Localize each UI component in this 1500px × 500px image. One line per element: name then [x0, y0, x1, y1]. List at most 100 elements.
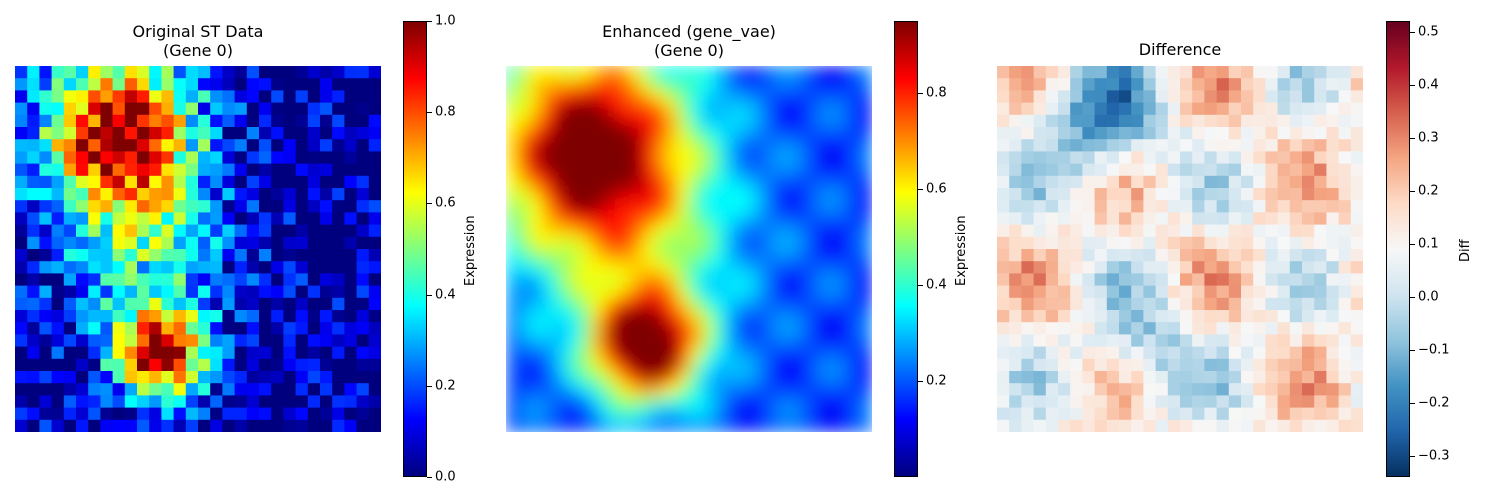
difference-heatmap-cell [1228, 285, 1242, 299]
enhanced-colorbar [918, 189, 923, 190]
original-heatmap-cell [222, 407, 236, 421]
enhanced-heatmap-cell [847, 224, 861, 238]
difference-heatmap-cell [1070, 139, 1083, 152]
enhanced-heatmap-cell [713, 310, 727, 323]
enhanced-heatmap-cell [579, 188, 592, 201]
difference-heatmap-cell [1350, 297, 1363, 311]
difference-heatmap-cell [1045, 273, 1059, 287]
original-heatmap-cell [307, 285, 321, 299]
enhanced-heatmap-cell [713, 261, 727, 274]
difference-heatmap-cell [1009, 273, 1022, 287]
enhanced-heatmap-cell [835, 200, 849, 213]
enhanced-heatmap-cell [701, 261, 714, 274]
difference-heatmap-cell [1228, 261, 1242, 274]
original-heatmap-cell [88, 285, 101, 299]
enhanced-heatmap-cell [518, 297, 531, 311]
difference-heatmap-cell [1350, 188, 1363, 201]
original-heatmap-cell [63, 102, 77, 116]
enhanced-heatmap-cell [835, 346, 849, 360]
original-heatmap-cell [271, 310, 284, 323]
enhanced-heatmap-cell [530, 127, 544, 140]
difference-heatmap-cell [1058, 127, 1071, 140]
original-heatmap-cell [185, 261, 199, 274]
difference-heatmap-cell [1131, 188, 1144, 201]
enhanced-heatmap-cell [542, 78, 556, 91]
enhanced-heatmap-cell [530, 78, 544, 91]
original-heatmap-cell [76, 261, 89, 274]
enhanced-heatmap-cell [725, 236, 739, 250]
enhanced-heatmap-cell [591, 383, 605, 396]
difference-heatmap-cell [1009, 285, 1022, 299]
original-heatmap-cell [344, 322, 358, 335]
difference-colorbar: 0.3 [1418, 130, 1439, 146]
original-heatmap-cell [100, 224, 114, 238]
difference-heatmap-cell [1241, 407, 1254, 421]
enhanced-heatmap-cell [786, 346, 800, 360]
enhanced-heatmap-cell [750, 114, 763, 128]
enhanced-heatmap-cell [701, 175, 714, 189]
original-heatmap-cell [137, 90, 150, 104]
original-heatmap-cell [76, 127, 89, 140]
difference-heatmap-cell [1155, 163, 1169, 177]
original-heatmap-cell [246, 114, 260, 128]
difference-heatmap-cell [997, 139, 1010, 152]
difference-heatmap-cell [1289, 261, 1303, 274]
original-heatmap-cell [51, 236, 65, 250]
enhanced-heatmap-cell [554, 285, 568, 299]
difference-heatmap-cell [1204, 139, 1218, 152]
original-heatmap-cell [344, 334, 358, 348]
original-heatmap-cell [198, 297, 211, 311]
difference-heatmap-cell [1350, 236, 1363, 250]
difference-heatmap-cell [1131, 151, 1144, 165]
enhanced-heatmap-cell [689, 419, 702, 432]
original-heatmap-cell [368, 127, 381, 140]
difference-heatmap-cell [1167, 139, 1181, 152]
enhanced-heatmap-cell [762, 371, 775, 384]
original-heatmap-cell [185, 273, 199, 287]
original-heatmap-cell [124, 261, 138, 274]
original-heatmap-cell [149, 236, 162, 250]
difference-heatmap-cell [1326, 261, 1340, 274]
difference-heatmap-cell [1302, 90, 1315, 104]
original-heatmap-cell [198, 200, 211, 213]
enhanced-heatmap-cell [847, 285, 861, 299]
difference-heatmap-cell [1314, 139, 1327, 152]
original-heatmap-cell [27, 395, 40, 409]
enhanced-heatmap-cell [737, 346, 751, 360]
difference-heatmap-cell [1204, 297, 1218, 311]
enhanced-heatmap-cell [542, 383, 556, 396]
difference-heatmap-cell [1094, 322, 1108, 335]
enhanced-heatmap-cell [506, 395, 519, 409]
difference-heatmap-cell [1094, 285, 1108, 299]
original-heatmap-cell [320, 249, 333, 262]
original-heatmap-cell [185, 78, 199, 91]
original-heatmap-cell [185, 334, 199, 348]
difference-heatmap-cell [1131, 383, 1144, 396]
difference-heatmap-cell [1216, 127, 1230, 140]
difference-heatmap-cell [997, 334, 1010, 348]
difference-heatmap-cell [1155, 297, 1169, 311]
original-heatmap-cell [15, 419, 28, 432]
original-heatmap-cell [124, 297, 138, 311]
difference-heatmap-cell [1302, 163, 1315, 177]
original-heatmap-cell [307, 273, 321, 287]
enhanced-heatmap-cell [603, 334, 617, 348]
original-heatmap-cell [173, 236, 187, 250]
enhanced-heatmap-cell [628, 139, 641, 152]
original-heatmap-cell [149, 371, 162, 384]
enhanced-heatmap-cell [664, 151, 678, 165]
difference-heatmap-cell [1033, 163, 1047, 177]
original-heatmap-cell [283, 102, 297, 116]
enhanced-heatmap-cell [835, 310, 849, 323]
enhanced-heatmap-cell [725, 114, 739, 128]
original-heatmap-cell [88, 175, 101, 189]
original-heatmap-cell [356, 310, 370, 323]
difference-heatmap-cell [1326, 163, 1340, 177]
original-heatmap-cell [88, 212, 101, 226]
difference-heatmap-cell [1094, 310, 1108, 323]
original-heatmap-cell [149, 334, 162, 348]
difference-colorbar [1410, 244, 1415, 245]
difference-heatmap-cell [1192, 151, 1205, 165]
difference-heatmap-cell [1253, 151, 1266, 165]
enhanced-heatmap-cell [835, 127, 849, 140]
